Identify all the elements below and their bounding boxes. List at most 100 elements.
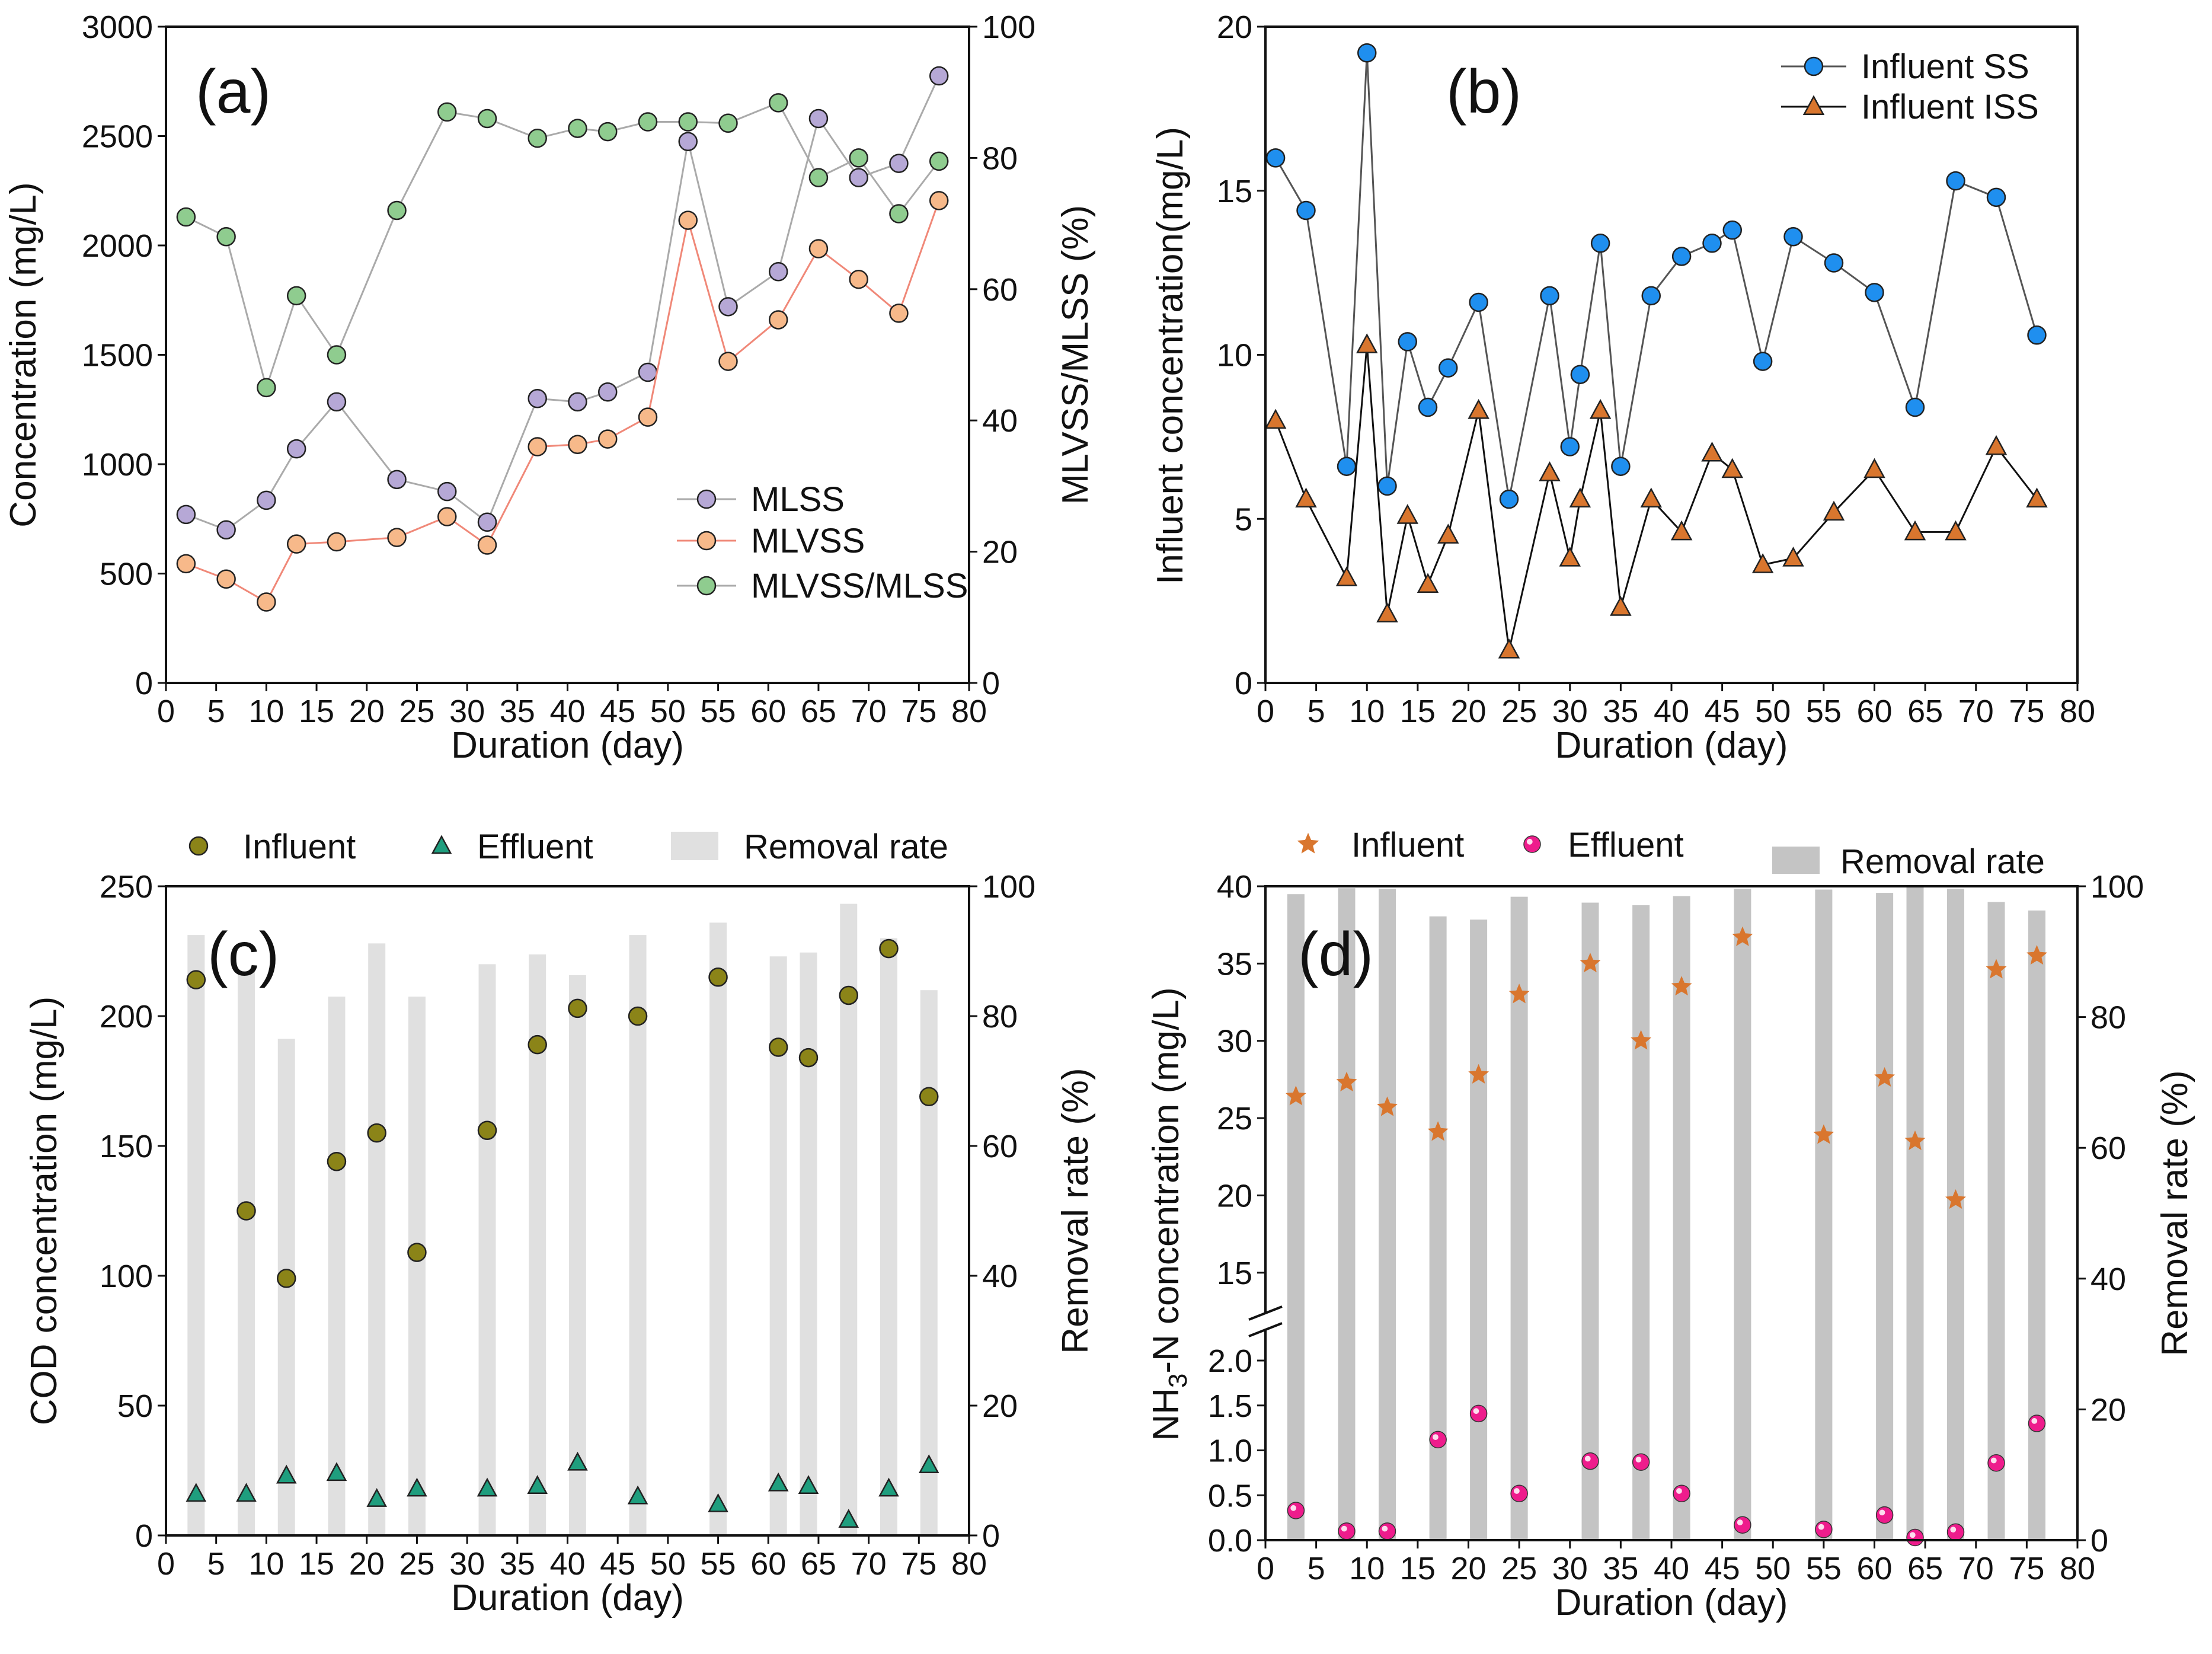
data-point-influent	[768, 1037, 788, 1057]
x-tick-label: 80	[2060, 694, 2095, 729]
x-tick-label: 80	[951, 1546, 987, 1582]
data-point-influent-ss	[1590, 234, 1610, 253]
legend-label: Effluent	[1568, 826, 1684, 864]
left-y-tick-label: 2000	[82, 228, 153, 264]
data-point-influent-ss	[1296, 200, 1316, 221]
data-point-influent	[1732, 926, 1753, 946]
y-axis-title-part: -N concentration (mg/L)	[1146, 987, 1187, 1373]
left-y-tick-label: 200	[100, 999, 153, 1034]
data-point-mlvss-mlss	[718, 113, 738, 133]
panel-c-chart: 0 5 10 15 20 25 30 35 40 45 50 55 60 65 70 75 80Duration…	[24, 828, 1096, 1618]
data-point-influent	[1580, 953, 1601, 973]
data-point-influent	[1945, 1189, 1966, 1209]
data-point-influent	[236, 1201, 256, 1221]
data-point-influent	[2026, 945, 2047, 965]
data-point-mlss	[477, 512, 497, 532]
data-point-mlvss	[327, 532, 347, 552]
data-point-influent-ss	[1905, 397, 1925, 417]
data-point-mlvss	[437, 507, 457, 526]
data-point-effluent	[878, 1477, 899, 1497]
left-y-tick-label: 15	[1217, 1256, 1252, 1291]
x-tick-label: 25	[1501, 1551, 1537, 1586]
x-tick-label: 40	[1654, 694, 1689, 729]
data-point-effluent	[1815, 1521, 1833, 1538]
data-point-mlss	[387, 470, 407, 490]
right-y-tick-label: 80	[982, 999, 1018, 1034]
removal-rate-bar	[1987, 902, 2005, 1540]
right-y-tick-label: 20	[982, 1388, 1018, 1424]
x-axis-title: Duration (day)	[1555, 725, 1788, 766]
data-point-effluent	[1673, 1484, 1690, 1502]
data-point-mlss	[808, 108, 829, 129]
data-point-influent	[628, 1006, 648, 1026]
data-point-mlss	[327, 392, 347, 412]
data-point-influent	[839, 985, 858, 1005]
data-point-effluent	[1469, 1404, 1488, 1423]
removal-rate-bar	[709, 922, 727, 1535]
removal-rate-bar	[408, 997, 426, 1535]
removal-rate-bar	[368, 943, 386, 1535]
data-point-mlvss	[528, 437, 547, 456]
removal-rate-bar	[1734, 889, 1751, 1540]
plot-frame	[165, 885, 970, 1537]
data-point-influent-iss	[1823, 500, 1845, 521]
data-point-effluent	[276, 1464, 297, 1484]
data-point-influent-iss	[1335, 566, 1358, 586]
y-axis-title-sub: 3	[1163, 1374, 1193, 1388]
data-point-mlss	[889, 154, 909, 173]
data-point-influent-iss	[1356, 333, 1378, 353]
data-point-effluent	[1734, 1516, 1751, 1534]
x-tick-label: 20	[1450, 1551, 1486, 1586]
x-tick-label: 30	[449, 1546, 485, 1582]
right-y-tick-label: 60	[982, 1129, 1018, 1164]
x-tick-label: 15	[299, 694, 334, 729]
x-tick-label: 20	[349, 694, 385, 729]
plot-frame	[1264, 885, 2079, 1541]
x-tick-label: 50	[1755, 1551, 1791, 1586]
removal-rate-bar	[1379, 889, 1396, 1540]
data-point-effluent-highlight	[1737, 1519, 1743, 1525]
x-tick-label: 25	[399, 1546, 434, 1582]
data-point-mlvss	[387, 528, 407, 547]
data-point-mlss	[528, 389, 547, 408]
data-point-influent-ss	[1469, 292, 1488, 312]
data-point-effluent-highlight	[1514, 1488, 1520, 1494]
legend-marker	[696, 576, 717, 596]
y-axis-title: NH3-N concentration (mg/L)	[1146, 987, 1193, 1441]
data-point-effluent	[1287, 1502, 1305, 1519]
y-axis-title: Influent concentration(mg/L)	[1150, 127, 1191, 585]
data-point-effluent	[1946, 1523, 1965, 1541]
removal-rate-bar	[1287, 894, 1305, 1540]
x-tick-label: 10	[1349, 694, 1385, 729]
legend-marker	[696, 489, 717, 509]
right-y-tick-label: 60	[982, 272, 1018, 308]
x-axis-title: Duration (day)	[451, 725, 684, 766]
data-point-influent	[1671, 976, 1692, 996]
left-y-tick-label: 250	[100, 869, 153, 905]
data-point-mlvss-mlss	[176, 207, 196, 227]
legend-label: MLVSS	[751, 522, 865, 560]
removal-rate-bar	[800, 952, 817, 1535]
data-point-influent	[1631, 1030, 1652, 1050]
data-point-mlvss	[808, 239, 829, 258]
x-tick-label: 25	[399, 694, 434, 729]
data-point-influent-iss	[1417, 573, 1439, 593]
panel-a-chart: 0 5 10 15 20 25 30 35 40 45 50 55 60 65 70 75 80Duration…	[3, 9, 1096, 766]
removal-rate-bar	[920, 990, 938, 1535]
x-tick-label: 10	[248, 1546, 284, 1582]
removal-rate-bar	[1906, 887, 1924, 1540]
x-axis-title: Duration (day)	[451, 1578, 684, 1618]
data-point-influent	[919, 1087, 939, 1107]
data-point-effluent	[326, 1462, 347, 1481]
x-tick-label: 80	[951, 694, 987, 729]
data-point-effluent	[838, 1509, 859, 1528]
data-point-influent	[1813, 1124, 1834, 1144]
data-point-effluent	[708, 1493, 728, 1512]
data-point-influent-ss	[1702, 234, 1722, 253]
data-point-influent-iss	[1904, 520, 1926, 541]
x-tick-label: 65	[1907, 694, 1943, 729]
left-y-tick-label: 0.0	[1208, 1523, 1252, 1559]
x-tick-label: 45	[600, 694, 635, 729]
data-point-mlss	[568, 392, 587, 412]
right-y-tick-label: 0	[2090, 1523, 2108, 1559]
